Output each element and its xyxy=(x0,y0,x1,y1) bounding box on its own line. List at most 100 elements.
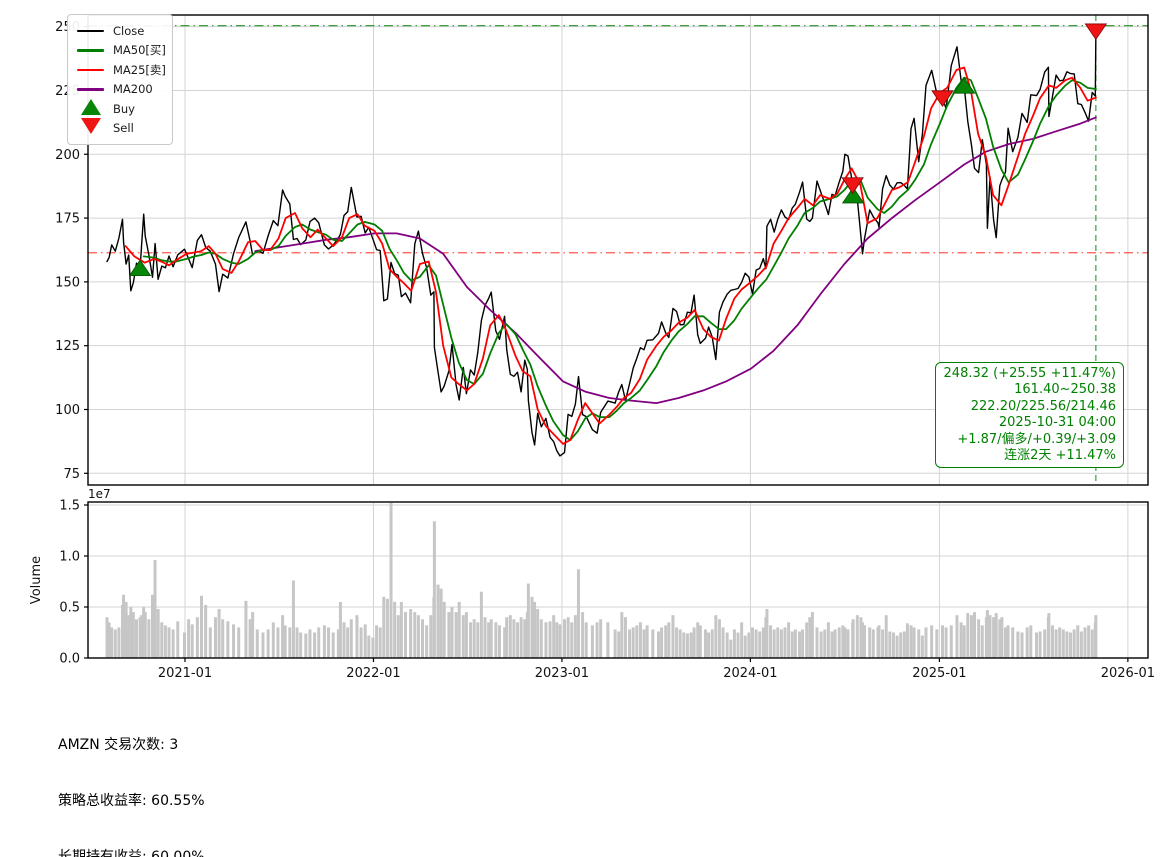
volume-bar xyxy=(895,635,899,658)
volume-bar xyxy=(134,619,138,658)
volume-bar xyxy=(476,622,480,658)
volume-bar xyxy=(1003,627,1007,658)
volume-bar xyxy=(667,622,671,658)
ma25-line xyxy=(124,66,1097,445)
volume-bar xyxy=(200,595,204,658)
volume-bar xyxy=(378,627,382,658)
volume-bar xyxy=(539,619,543,658)
volume-bar xyxy=(1069,632,1073,658)
quote-streak: 连涨2天 +11.47% xyxy=(1004,448,1116,464)
volume-bar xyxy=(251,612,255,658)
volume-bar xyxy=(675,627,679,658)
volume-bar xyxy=(613,629,617,658)
volume-bar xyxy=(464,612,468,658)
volume-bar xyxy=(698,625,702,658)
volume-bar xyxy=(342,622,346,658)
ma25-line-swatch xyxy=(77,68,104,71)
volume-bar xyxy=(454,612,458,658)
buy-marker xyxy=(841,186,865,204)
volume-bar xyxy=(396,615,400,658)
legend: Close MA50[买] MA25[卖] MA200 Buy Sell xyxy=(67,14,173,145)
volume-bar xyxy=(399,601,403,658)
volume-bar xyxy=(992,617,996,658)
volume-bar xyxy=(725,632,729,658)
volume-bar xyxy=(558,624,562,658)
x-tick-label: 2023-01 xyxy=(535,666,589,681)
volume-bar xyxy=(1094,615,1098,658)
legend-item-ma200: MA200 xyxy=(77,80,163,100)
quote-ma-values: 222.20/225.56/214.46 xyxy=(970,398,1116,414)
y-tick-label: 0.0 xyxy=(59,652,80,667)
volume-bar xyxy=(924,627,928,658)
volume-bar xyxy=(617,631,621,658)
legend-label: MA50[买] xyxy=(113,43,166,58)
buy-triangle-icon xyxy=(80,98,101,115)
volume-bar xyxy=(143,612,147,658)
volume-bar xyxy=(758,631,762,658)
volume-bar xyxy=(790,631,794,658)
report-hold-return: 长期持有收益: 60.00% xyxy=(58,848,205,857)
volume-bar xyxy=(868,627,872,658)
volume-bar xyxy=(127,615,131,658)
volume-bar xyxy=(487,622,491,658)
volume-bar xyxy=(599,619,603,658)
volume-bar xyxy=(244,600,248,658)
y-tick-label: 0.5 xyxy=(59,601,80,616)
volume-bar xyxy=(375,625,379,658)
volume-bar xyxy=(909,625,913,658)
volume-bar xyxy=(783,627,787,658)
volume-bar xyxy=(153,560,157,658)
x-tick-label: 2021-01 xyxy=(158,666,212,681)
volume-bar xyxy=(606,622,610,658)
volume-bar xyxy=(160,622,164,658)
volume-bar xyxy=(113,629,117,658)
volume-bar xyxy=(841,625,845,658)
volume-bar xyxy=(657,631,661,658)
volume-bar xyxy=(714,615,718,658)
volume-bar xyxy=(769,625,773,658)
volume-bar xyxy=(899,632,903,658)
sell-marker xyxy=(841,177,864,194)
volume-bar xyxy=(920,635,924,658)
quote-timestamp: 2025-10-31 04:00 xyxy=(998,415,1116,431)
volume-bar xyxy=(308,629,312,658)
volume-bar xyxy=(544,622,548,658)
volume-bar xyxy=(736,632,740,658)
volume-bar xyxy=(912,627,916,658)
volume-bar xyxy=(776,627,780,658)
volume-bar xyxy=(1000,617,1004,658)
volume-bar xyxy=(563,619,567,658)
volume-bar xyxy=(638,622,642,658)
volume-bar xyxy=(413,612,417,658)
ma50-line-swatch xyxy=(77,49,104,52)
volume-bar xyxy=(416,615,420,658)
volume-bar xyxy=(322,625,326,658)
volume-bar xyxy=(590,625,594,658)
volume-bar xyxy=(523,619,527,658)
volume-bar xyxy=(750,627,754,658)
volume-bar xyxy=(905,623,909,658)
volume-bar xyxy=(331,632,335,658)
volume-bar xyxy=(980,625,984,658)
volume-bar xyxy=(642,629,646,658)
volume-bar xyxy=(505,617,509,658)
y-tick-label: 175 xyxy=(55,212,80,227)
volume-bar xyxy=(163,625,167,658)
volume-bar xyxy=(304,633,308,658)
volume-bar xyxy=(421,619,425,658)
volume-bar xyxy=(721,627,725,658)
volume-bar xyxy=(291,580,295,658)
volume-bar xyxy=(213,617,217,658)
volume-bar xyxy=(479,591,483,658)
volume-bar xyxy=(447,612,451,658)
volume-bar xyxy=(436,584,440,658)
volume-bar xyxy=(707,632,711,658)
volume-bar xyxy=(917,629,921,658)
legend-label: Buy xyxy=(113,101,135,116)
volume-bar xyxy=(1083,627,1087,658)
volume-bar xyxy=(429,615,433,658)
volume-bar xyxy=(678,629,682,658)
volume-bar xyxy=(217,609,221,658)
volume-bar xyxy=(248,619,252,658)
volume-bar xyxy=(595,622,599,658)
